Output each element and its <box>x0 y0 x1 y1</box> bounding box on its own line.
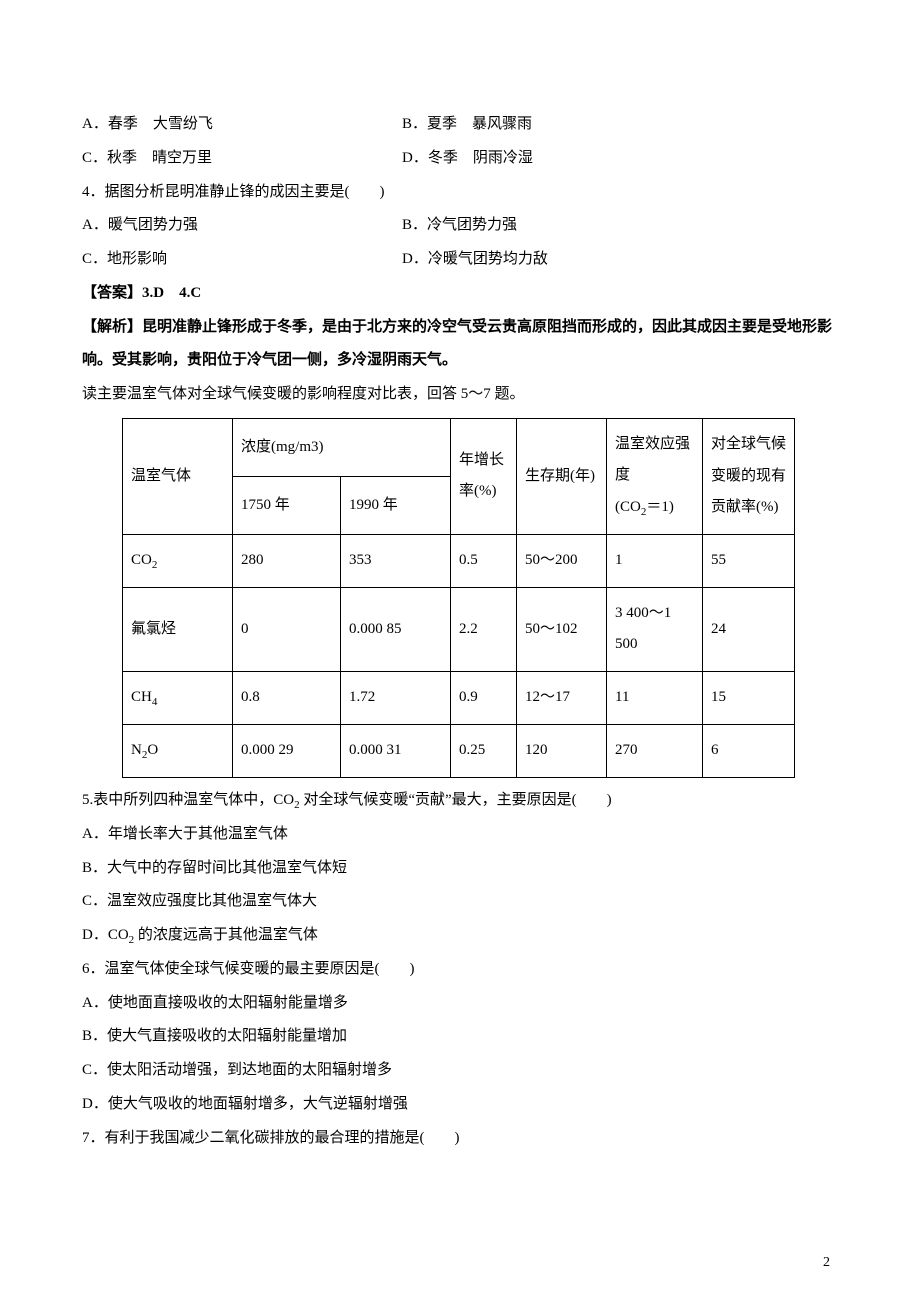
table-row: N2O0.000 290.000 310.251202706 <box>123 725 795 778</box>
th-strength: 温室效应强度 (CO2＝1) <box>607 418 703 534</box>
q6-option-d: D．使大气吸收的地面辐射增多，大气逆辐射增强 <box>82 1088 838 1122</box>
intro-5-7: 读主要温室气体对全球气候变暖的影响程度对比表，回答 5～7 题。 <box>82 378 838 412</box>
table-cell: 55 <box>703 534 795 587</box>
table-cell: N2O <box>123 725 233 778</box>
table-cell: 353 <box>341 534 451 587</box>
table-cell: 11 <box>607 671 703 724</box>
table-cell: 50～102 <box>517 587 607 671</box>
table-cell: 6 <box>703 725 795 778</box>
q6-stem: 6．温室气体使全球气候变暖的最主要原因是( ) <box>82 953 838 987</box>
q4-option-d: D．冷暖气团势均力敌 <box>402 243 838 277</box>
q4-stem: 4．据图分析昆明准静止锋的成因主要是( ) <box>82 176 838 210</box>
table-cell: CO2 <box>123 534 233 587</box>
table-cell: 1 <box>607 534 703 587</box>
table-cell: 0.5 <box>451 534 517 587</box>
page-number: 2 <box>0 1255 920 1271</box>
th-life: 生存期(年) <box>517 418 607 534</box>
q4-option-c: C．地形影响 <box>82 243 402 277</box>
q6-option-a: A．使地面直接吸收的太阳辐射能量增多 <box>82 987 838 1021</box>
q4-row2: C．地形影响 D．冷暖气团势均力敌 <box>82 243 838 277</box>
answer-3-4: 【答案】3.D 4.C <box>82 277 838 311</box>
th-1990: 1990 年 <box>341 476 451 534</box>
page-content: A．春季 大雪纷飞 B．夏季 暴风骤雨 C．秋季 晴空万里 D．冬季 阴雨冷湿 … <box>0 0 920 1195</box>
table-cell: 0.000 31 <box>341 725 451 778</box>
th-contrib: 对全球气候变暖的现有贡献率(%) <box>703 418 795 534</box>
table-cell: 280 <box>233 534 341 587</box>
table-row: CO22803530.550～200155 <box>123 534 795 587</box>
table-cell: 0.8 <box>233 671 341 724</box>
explain-3-4: 【解析】昆明准静止锋形成于冬季，是由于北方来的冷空气受云贵高原阻挡而形成的，因此… <box>82 311 838 379</box>
q3-row2: C．秋季 晴空万里 D．冬季 阴雨冷湿 <box>82 142 838 176</box>
q5-option-a: A．年增长率大于其他温室气体 <box>82 818 838 852</box>
q5-option-d: D．CO2 的浓度远高于其他温室气体 <box>82 919 838 953</box>
table-cell: 氟氯烃 <box>123 587 233 671</box>
th-1750: 1750 年 <box>233 476 341 534</box>
table-cell: 24 <box>703 587 795 671</box>
th-gas: 温室气体 <box>123 418 233 534</box>
table-cell: 0.9 <box>451 671 517 724</box>
q5-stem: 5.表中所列四种温室气体中，CO2 对全球气候变暖“贡献”最大，主要原因是( ) <box>82 784 838 818</box>
table-cell: 0.000 85 <box>341 587 451 671</box>
q4-option-a: A．暖气团势力强 <box>82 209 402 243</box>
table-cell: 0.000 29 <box>233 725 341 778</box>
table-cell: 3 400～1 500 <box>607 587 703 671</box>
table-cell: 2.2 <box>451 587 517 671</box>
q3-row1: A．春季 大雪纷飞 B．夏季 暴风骤雨 <box>82 108 838 142</box>
table-cell: 0.25 <box>451 725 517 778</box>
table-cell: 50～200 <box>517 534 607 587</box>
table-row: CH40.81.720.912～171115 <box>123 671 795 724</box>
q7-stem: 7．有利于我国减少二氧化碳排放的最合理的措施是( ) <box>82 1122 838 1156</box>
q4-option-b: B．冷气团势力强 <box>402 209 838 243</box>
greenhouse-gas-table: 温室气体 浓度(mg/m3) 年增长率(%) 生存期(年) 温室效应强度 (CO… <box>122 418 795 778</box>
table-cell: 120 <box>517 725 607 778</box>
q3-option-a: A．春季 大雪纷飞 <box>82 108 402 142</box>
q3-option-c: C．秋季 晴空万里 <box>82 142 402 176</box>
table-cell: 270 <box>607 725 703 778</box>
q6-option-c: C．使太阳活动增强，到达地面的太阳辐射增多 <box>82 1054 838 1088</box>
table-head-row-1: 温室气体 浓度(mg/m3) 年增长率(%) 生存期(年) 温室效应强度 (CO… <box>123 418 795 476</box>
q5-option-c: C．温室效应强度比其他温室气体大 <box>82 885 838 919</box>
th-growth: 年增长率(%) <box>451 418 517 534</box>
th-conc: 浓度(mg/m3) <box>233 418 451 476</box>
table-cell: 1.72 <box>341 671 451 724</box>
table-row: 氟氯烃00.000 852.250～1023 400～1 50024 <box>123 587 795 671</box>
table-cell: 15 <box>703 671 795 724</box>
table-cell: 0 <box>233 587 341 671</box>
q5-option-b: B．大气中的存留时间比其他温室气体短 <box>82 852 838 886</box>
table-cell: CH4 <box>123 671 233 724</box>
q3-option-b: B．夏季 暴风骤雨 <box>402 108 838 142</box>
q6-option-b: B．使大气直接吸收的太阳辐射能量增加 <box>82 1020 838 1054</box>
q3-option-d: D．冬季 阴雨冷湿 <box>402 142 838 176</box>
q4-row1: A．暖气团势力强 B．冷气团势力强 <box>82 209 838 243</box>
table-cell: 12～17 <box>517 671 607 724</box>
